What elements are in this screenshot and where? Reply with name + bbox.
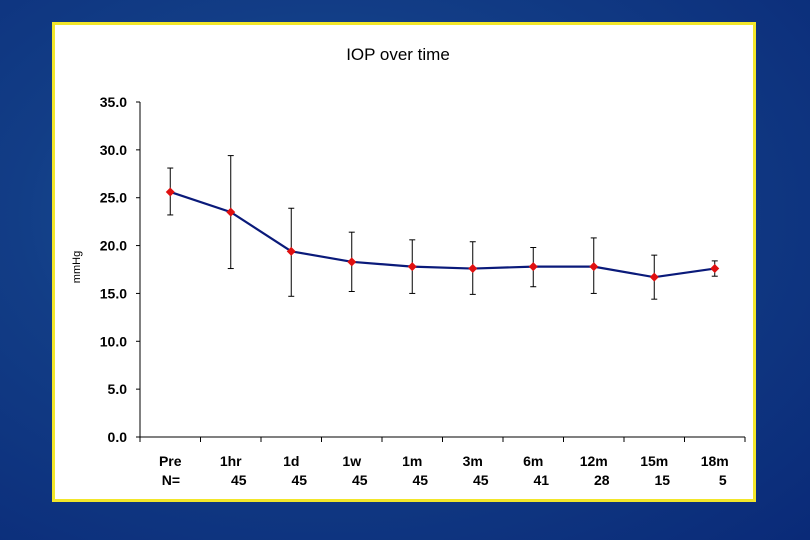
n-value: 45 [291, 472, 307, 488]
y-tick-label: 35.0 [100, 94, 127, 110]
x-tick-label: 3m [463, 453, 483, 469]
chart-panel [52, 22, 756, 502]
data-point [226, 207, 236, 217]
y-axis-label: mmHg [71, 251, 83, 283]
data-point [165, 187, 175, 197]
data-point [528, 262, 538, 272]
y-tick-labels: 0.0 5.0 10.0 15.0 20.0 25.0 30.0 35.0 [100, 94, 127, 445]
data-point [407, 262, 417, 272]
x-tick-label: 1hr [220, 453, 242, 469]
data-point [347, 257, 357, 267]
data-point [286, 246, 296, 256]
y-tick-label: 25.0 [100, 190, 127, 206]
y-tick-label: 20.0 [100, 238, 127, 254]
error-bars [167, 155, 718, 300]
series-iop [165, 187, 720, 282]
n-value: 45 [352, 472, 368, 488]
x-tick-label: Pre [159, 453, 182, 469]
data-point [468, 264, 478, 274]
n-value: 28 [594, 472, 610, 488]
n-value: 45 [473, 472, 489, 488]
x-tick-label: 15m [640, 453, 668, 469]
x-tick-label: 6m [523, 453, 543, 469]
data-point [710, 264, 720, 274]
axes [136, 101, 746, 442]
n-label: N= [162, 472, 180, 488]
x-tick-label: 1m [402, 453, 422, 469]
y-tick-label: 10.0 [100, 333, 127, 349]
y-tick-label: 5.0 [108, 381, 128, 397]
series-line [169, 190, 715, 279]
y-tick-label: 15.0 [100, 285, 127, 301]
n-value: 45 [412, 472, 428, 488]
y-tick-label: 30.0 [100, 142, 127, 158]
n-row: N= 45 45 45 45 45 41 28 15 5 [162, 472, 727, 488]
x-tick-labels: Pre 1hr 1d 1w 1m 3m 6m 12m 15m 18m [159, 453, 729, 469]
data-point [649, 272, 659, 282]
n-value: 41 [533, 472, 549, 488]
n-value: 5 [719, 472, 727, 488]
chart-title: IOP over time [346, 45, 450, 64]
y-tick-label: 0.0 [108, 429, 128, 445]
x-tick-label: 1w [342, 453, 361, 469]
x-tick-label: 1d [283, 453, 299, 469]
x-tick-label: 18m [701, 453, 729, 469]
n-value: 15 [654, 472, 670, 488]
data-point [589, 262, 599, 272]
x-tick-label: 12m [580, 453, 608, 469]
n-value: 45 [231, 472, 247, 488]
